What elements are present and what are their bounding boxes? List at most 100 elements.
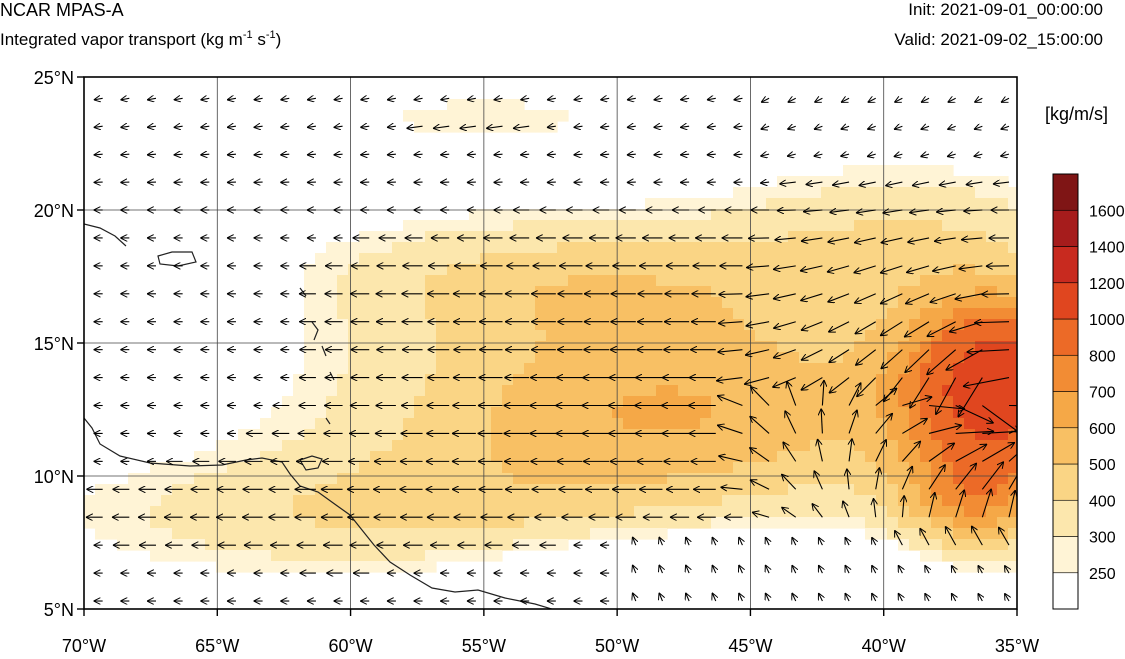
map-plot-area [83,76,1018,610]
ivt-vector [707,154,716,155]
ivt-vector [792,537,796,546]
ivt-vector [600,98,610,100]
ivt-vector [855,321,876,334]
ivt-vector [847,469,849,490]
ivt-vector [817,439,823,462]
ivt-vector [227,98,237,100]
ivt-vector [872,565,876,574]
ivt-vector [720,487,743,489]
ivt-vector [901,441,920,462]
ivt-vector [520,98,530,100]
ivt-vector [147,98,157,100]
ivt-vector [843,501,850,518]
ivt-vector [955,444,987,462]
ivt-vector [734,98,743,100]
ivt-vector [854,293,876,303]
ivt-vector [882,210,903,213]
ivt-vector [948,98,956,102]
ivt-vector [773,266,796,270]
ivt-vector [120,98,130,100]
ivt-vector [781,507,797,518]
ivt-vector [946,349,983,371]
ivt-vector [785,411,797,434]
ivt-vector [910,377,930,409]
ivt-vector [974,98,983,102]
ivt-vector [844,565,849,574]
ivt-vector [894,154,903,157]
ivt-vector [680,98,690,100]
ivt-vector [875,413,893,434]
ivt-vector [406,126,423,128]
ivt-vector [818,537,822,546]
ivt-vector [734,126,743,127]
ivt-vector [749,447,770,462]
subtitle-exponent-2: -1 [265,29,276,41]
ivt-vector [894,98,903,102]
ivt-vector [659,593,662,602]
ivt-vector [600,154,610,155]
colorbar-swatch [1052,463,1079,501]
ivt-vector [881,349,903,369]
lon-tick-label: 40°W [862,636,906,656]
ivt-vector [307,98,317,100]
colorbar-frame [1052,173,1079,610]
ivt-vector [974,154,983,156]
ivt-vector [895,530,903,546]
ivt-vector [686,537,690,546]
ivt-vector [147,154,157,155]
ivt-vector [360,126,370,127]
ivt-vector [280,154,290,155]
ivt-vector [765,593,769,602]
ivt-vector [920,528,930,546]
ivt-vector [773,349,796,358]
ivt-vector [867,154,876,156]
lon-tick-label: 65°W [195,636,239,656]
ivt-vector [951,565,955,574]
ivt-vector [859,182,876,186]
ivt-vector [981,462,1003,490]
ivt-vector [928,425,962,434]
colorbar-level-label: 600 [1089,421,1116,438]
ivt-vector [440,98,450,100]
ivt-vector [829,377,850,394]
ivt-vector [653,154,663,155]
ivt-vector [1008,453,1017,462]
ivt-vector [627,154,636,155]
colorbar-swatch [1052,572,1079,610]
ivt-vector [717,425,743,434]
map-axes: 70°W 65°W 60°W 55°W 50°W 45°W 40°W 35°W 5°N 10°N 1… [34,68,1039,656]
lat-tick-label: 25°N [34,68,74,88]
ivt-vector [94,154,103,155]
ivt-vector [927,321,956,337]
ivt-vector [433,126,450,128]
colorbar-level-label: 300 [1089,530,1116,547]
ivt-vector [827,238,850,242]
lat-tick-label: 20°N [34,201,74,221]
colorbar-level-label: 1600 [1089,203,1125,220]
ivt-vector [632,537,635,546]
ivt-vector [829,210,850,212]
ivt-vector [855,349,877,366]
colorbar-swatch [1052,427,1079,465]
ivt-vector [920,154,930,157]
ivt-vector [921,98,930,102]
ivt-vector [818,565,822,574]
ivt-vector [227,126,237,127]
ivt-vector [739,537,743,546]
ivt-vector [460,126,476,128]
ivt-vector [745,349,770,356]
ivt-vector [712,565,716,574]
ivt-vector [876,467,880,490]
model-title: NCAR MPAS-A [0,0,124,20]
ivt-vector [632,593,635,602]
ivt-vector [875,439,887,462]
lon-tick-label: 60°W [328,636,372,656]
ivt-vector [750,480,770,490]
ivt-vector [760,154,770,156]
ivt-vector [955,463,977,490]
ivt-vector [812,503,823,518]
ivt-vector [773,321,796,329]
ivt-vector [750,416,770,434]
ivt-vector [945,526,957,546]
ivt-vector [334,126,343,127]
